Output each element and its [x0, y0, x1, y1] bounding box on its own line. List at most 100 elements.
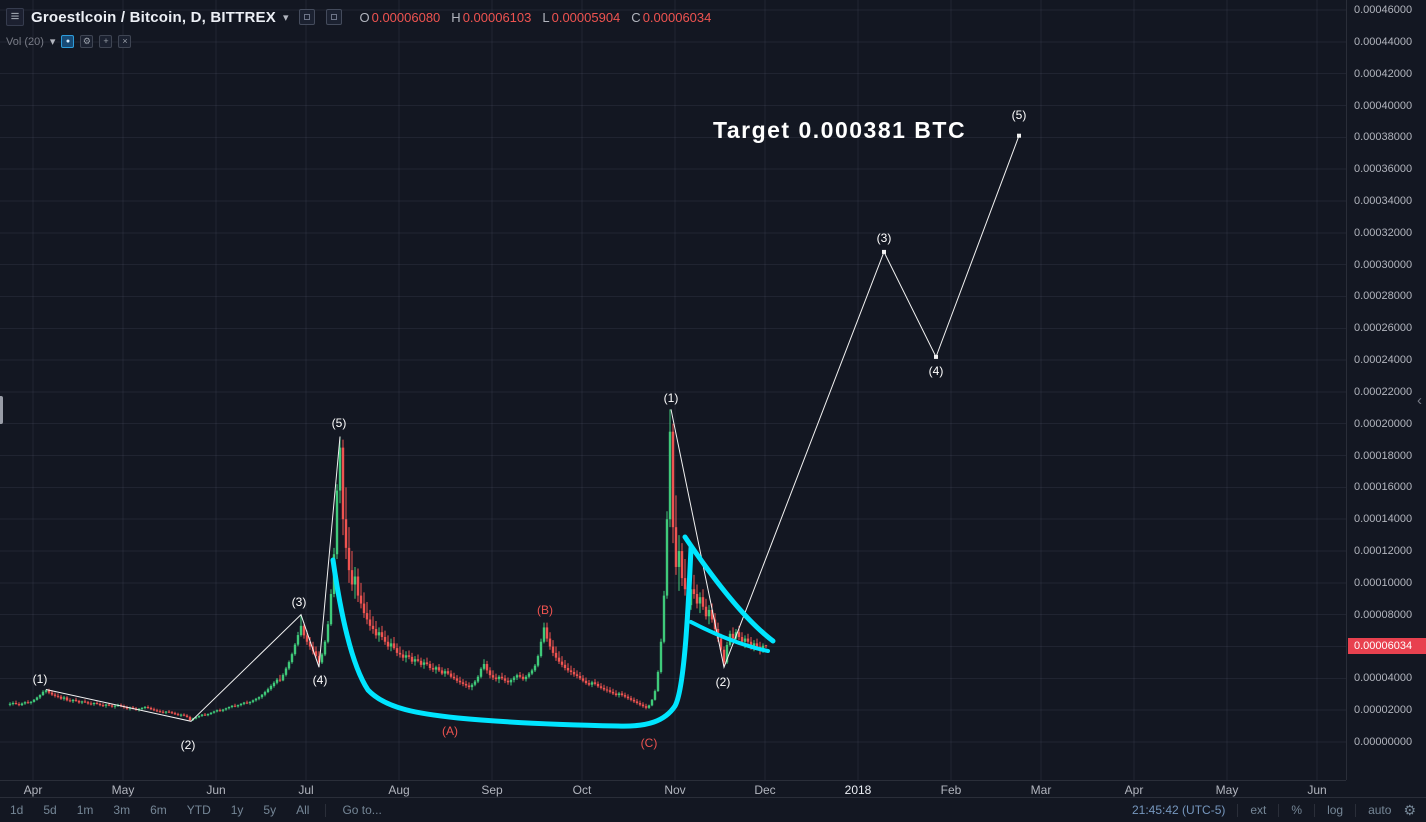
price-axis-label: 0.00008000	[1354, 608, 1413, 621]
range-ytd[interactable]: YTD	[186, 803, 211, 817]
candlestick-series	[8, 409, 768, 722]
price-axis-label: 0.00040000	[1354, 99, 1413, 112]
time-axis[interactable]: Apr May Jun Jul Aug Sep Oct Nov Dec 2018 Feb Mar Apr…	[0, 780, 1346, 798]
price-axis-label: 0.00022000	[1354, 385, 1413, 398]
symbol-title[interactable]: Groestlcoin / Bitcoin, D, BITTREX	[31, 8, 276, 26]
open-value: O 0.00006080	[359, 9, 441, 25]
go-to-button[interactable]: Go to...	[342, 803, 382, 817]
toolbar-ext[interactable]: ext	[1250, 803, 1267, 817]
wave-label[interactable]: (1)	[33, 672, 48, 686]
grid-lines	[0, 0, 1346, 780]
plus-icon[interactable]: +	[99, 35, 113, 48]
price-axis-label: 0.00030000	[1354, 258, 1413, 271]
toolbar-separator	[1355, 803, 1357, 817]
toolbar-right-group: 21:45:42 (UTC-5) ext% log auto ⚙	[1132, 802, 1416, 819]
toolbar-percent[interactable]: %	[1291, 803, 1303, 817]
range-6m[interactable]: 6m	[150, 803, 167, 817]
price-axis-label: 0.00016000	[1354, 481, 1413, 494]
candlestick-chart[interactable]: (1) (2) (3) (4) (5) (1) (2) (3) (4) (5) (A) (B) (C) T…	[0, 0, 1346, 780]
price-axis-label: 0.00010000	[1354, 576, 1413, 589]
cyan-annotation[interactable]	[682, 534, 776, 644]
toolbar-auto[interactable]: auto	[1368, 803, 1392, 817]
wave-label[interactable]: (5)	[1012, 108, 1027, 122]
range-3m[interactable]: 3m	[113, 803, 131, 817]
cyan-annotation[interactable]	[689, 620, 770, 653]
price-axis-label: 0.00046000	[1354, 4, 1413, 16]
high-value: H 0.00006103	[451, 9, 532, 25]
price-axis-label: 0.00026000	[1354, 322, 1413, 335]
chevron-down-icon[interactable]: ▾	[49, 36, 56, 48]
time-axis-label: Nov	[664, 783, 686, 797]
current-price-value: 0.00006034	[1354, 640, 1413, 652]
time-axis-label: Jun	[206, 783, 226, 797]
wave-label[interactable]: (4)	[929, 364, 944, 378]
scale-options: ext% log auto	[1250, 803, 1391, 817]
toolbar-separator	[1237, 803, 1239, 817]
range-all[interactable]: All	[296, 803, 310, 817]
settings-gear-icon[interactable]: ⚙	[1403, 801, 1416, 818]
gear-icon[interactable]: ⚙	[80, 35, 94, 48]
price-axis-label: 0.00000000	[1354, 736, 1413, 748]
toolbar-separator	[1314, 803, 1316, 817]
price-axis-label: 0.00004000	[1354, 672, 1413, 685]
time-axis-label: Sep	[481, 783, 503, 797]
price-axis-label: 0.00002000	[1354, 704, 1413, 717]
time-axis-label: Jun	[1307, 783, 1327, 797]
chevron-down-icon[interactable]: ▾	[282, 11, 289, 24]
range-selector: 1d 5d 1m 3m 6m YTD 1y 5y All	[10, 803, 309, 817]
price-axis-label: 0.00018000	[1354, 449, 1413, 462]
time-axis-label: Dec	[754, 783, 776, 797]
wave-label[interactable]: (A)	[442, 724, 458, 738]
elliott-impulse-2017[interactable]	[45, 436, 341, 722]
wave-label[interactable]: (1)	[664, 391, 679, 405]
range-1y[interactable]: 1y	[230, 803, 244, 817]
time-axis-label: 2018	[844, 783, 872, 797]
cyan-annotation[interactable]	[330, 545, 694, 729]
time-axis-label: May	[111, 783, 135, 797]
price-axis-label: 0.00038000	[1354, 131, 1413, 144]
target-annotation[interactable]: Target 0.000381 BTC	[713, 117, 966, 143]
close-icon[interactable]: ×	[118, 35, 132, 48]
wave-label[interactable]: (3)	[292, 595, 307, 609]
toolbar-separator	[1278, 803, 1280, 817]
clock[interactable]: 21:45:42 (UTC-5)	[1132, 803, 1226, 817]
price-axis-label: 0.00014000	[1354, 513, 1413, 526]
collapse-panel-arrow-icon[interactable]: ‹	[1417, 392, 1422, 409]
price-axis-label: 0.00024000	[1354, 354, 1413, 367]
ohlc-values: O 0.00006080 H 0.00006103 L 0.00005904 C 0.0…	[359, 10, 711, 25]
toolbar-separator	[325, 803, 327, 817]
price-axis-label: 0.00042000	[1354, 67, 1413, 80]
current-price-badge: 0.00006034	[1348, 638, 1426, 654]
chart-pane[interactable]: (1) (2) (3) (4) (5) (1) (2) (3) (4) (5) (A) (B) (C) T…	[0, 0, 1346, 780]
wave-label[interactable]: (5)	[332, 416, 347, 430]
time-axis-label: Oct	[572, 783, 592, 797]
menu-icon[interactable]: ≡	[6, 8, 24, 26]
range-1m[interactable]: 1m	[76, 803, 94, 817]
time-axis-label: Feb	[940, 783, 962, 797]
wave-label[interactable]: (B)	[537, 603, 553, 617]
bottom-toolbar: 1d 5d 1m 3m 6m YTD 1y 5y All Go to... 21:45:42 (…	[0, 797, 1426, 822]
legend-action-icon-2[interactable]	[326, 9, 343, 25]
range-5y[interactable]: 5y	[263, 803, 277, 817]
wave-label[interactable]: (2)	[716, 675, 731, 689]
toolbar-left-group: 1d 5d 1m 3m 6m YTD 1y 5y All Go to...	[10, 803, 382, 817]
volume-indicator-label[interactable]: Vol (20)	[6, 35, 44, 48]
wave-label[interactable]: (3)	[877, 231, 892, 245]
eye-icon[interactable]: ●	[61, 35, 75, 48]
price-axis[interactable]: 0.00006034 ‹ 0.00046000 0.00044000 0.00042…	[1346, 0, 1426, 780]
wave-label[interactable]: (2)	[181, 738, 196, 752]
price-axis-label: 0.00044000	[1354, 35, 1413, 48]
toolbar-log[interactable]: log	[1327, 803, 1344, 817]
range-1d[interactable]: 1d	[10, 803, 24, 817]
time-axis-label: Jul	[298, 783, 314, 797]
drawing-toolbar-handle[interactable]	[0, 396, 3, 424]
wave-label[interactable]: (4)	[313, 673, 328, 687]
price-axis-label: 0.00034000	[1354, 195, 1413, 207]
time-axis-label: Apr	[23, 783, 43, 797]
wave-label[interactable]: (C)	[641, 736, 658, 750]
price-axis-label: 0.00036000	[1354, 163, 1413, 176]
range-5d[interactable]: 5d	[43, 803, 57, 817]
legend-action-icon-1[interactable]	[299, 9, 316, 25]
